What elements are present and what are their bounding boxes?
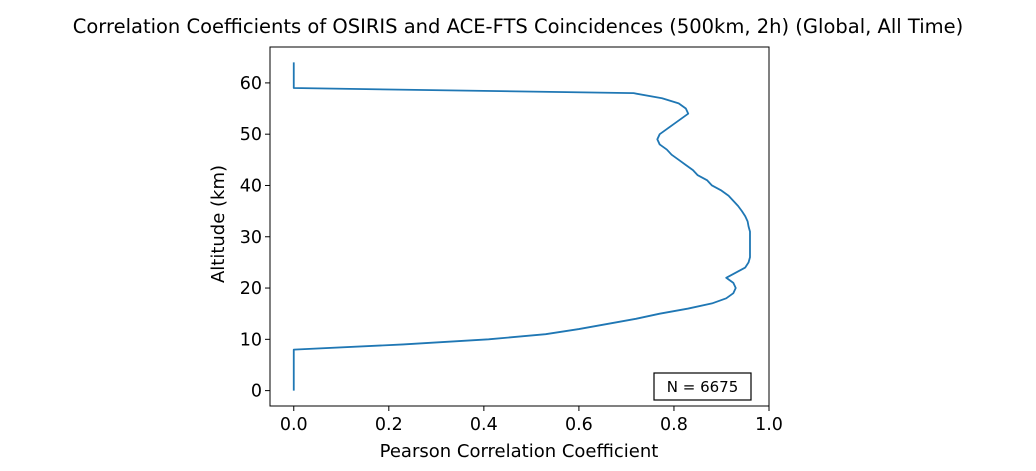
ticks-layer: 0.0 0.2 0.4 0.6 0.8 1.0 0 10 20 30 40 50 60 <box>240 74 783 435</box>
x-tick-label: 0.4 <box>470 415 498 435</box>
y-tick-label: 60 <box>240 74 262 94</box>
y-tick-label: 0 <box>251 382 262 402</box>
y-tick-label: 50 <box>240 125 262 145</box>
plot-area <box>292 62 751 391</box>
y-axis-label: Altitude (km) <box>208 165 229 283</box>
x-tick-label: 0.6 <box>565 415 593 435</box>
y-tick-label: 30 <box>240 228 262 248</box>
x-tick-label: 0.0 <box>280 415 308 435</box>
annotation-box: N = 6675 <box>653 372 752 401</box>
series-line <box>292 62 751 391</box>
x-tick-label: 0.2 <box>375 415 403 435</box>
annotation-text: N = 6675 <box>667 378 739 396</box>
x-tick-label: 0.8 <box>660 415 688 435</box>
y-tick-label: 10 <box>240 330 262 350</box>
y-tick-label: 20 <box>240 279 262 299</box>
x-axis-label: Pearson Correlation Coefficient <box>380 441 659 462</box>
x-tick-label: 1.0 <box>755 415 783 435</box>
chart-title: Correlation Coefficients of OSIRIS and A… <box>73 15 963 38</box>
y-tick-label: 40 <box>240 176 262 196</box>
plot-frame <box>269 46 770 407</box>
